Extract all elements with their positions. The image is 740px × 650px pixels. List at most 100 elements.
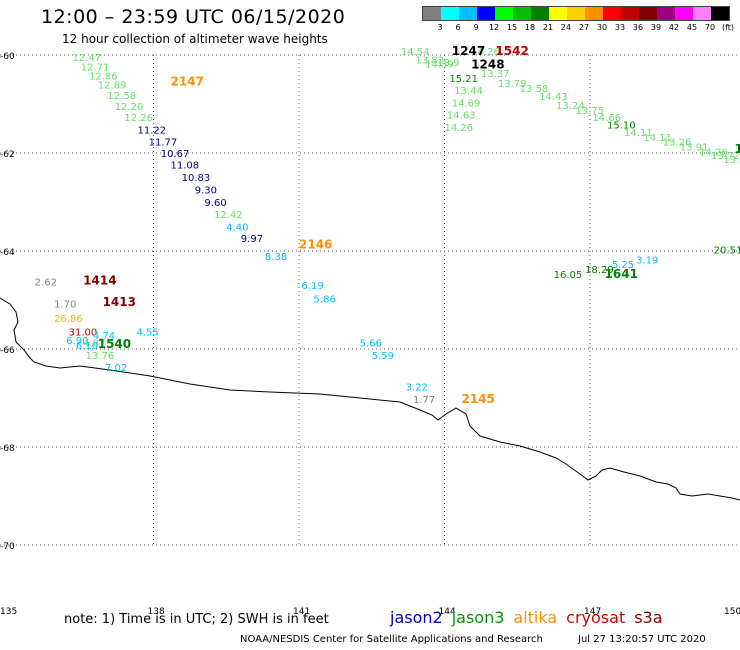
- pass-time-label: 12: [735, 142, 740, 156]
- wave-height-label: 14.26: [699, 147, 728, 158]
- legend-labels: 3 6 9 12 15 18 21 24 27 30 33 36 39 42 45 70 (ft): [422, 21, 734, 33]
- legend-swatch: [531, 7, 549, 20]
- legend-label: 9: [473, 23, 479, 32]
- units-note: note: 1) Time is in UTC; 2) SWH is in fe…: [64, 612, 329, 627]
- legend-label: 12: [488, 23, 500, 32]
- legend-swatch: [423, 7, 441, 20]
- wave-height-label: 5.86: [314, 294, 336, 305]
- pass-time-label: 2145: [461, 392, 494, 406]
- wave-height-label: 4.40: [226, 222, 248, 233]
- wave-height-label: 14.63: [447, 111, 476, 122]
- wave-height-label: 26.86: [54, 314, 83, 325]
- legend-color-bar: [422, 6, 730, 21]
- wave-height-label: 4.55: [137, 327, 159, 338]
- legend-swatch: [441, 7, 459, 20]
- wave-height-label: 11.77: [149, 138, 178, 149]
- wave-height-label: 14.26: [471, 47, 500, 58]
- mission-cryosat: cryosat: [566, 608, 626, 627]
- pass-time-label: 1540: [98, 337, 131, 351]
- wave-height-label: 9.60: [204, 198, 226, 209]
- wave-height-label: 14.39: [425, 59, 454, 70]
- legend-swatch: [621, 7, 639, 20]
- latitude-label: -64: [0, 248, 15, 258]
- wave-height-label: 31.00: [69, 327, 98, 338]
- latitude-label: -62: [0, 150, 15, 160]
- legend-swatch: [495, 7, 513, 20]
- wave-height-label: 14.66: [592, 113, 621, 124]
- credit-text: NOAA/NESDIS Center for Satellite Applica…: [240, 634, 543, 645]
- legend-swatch: [477, 7, 495, 20]
- page-subtitle: 12 hour collection of altimeter wave hei…: [62, 32, 328, 46]
- wave-height-label: 13.72: [711, 151, 740, 162]
- wave-height-label: 20.51: [714, 245, 740, 256]
- wave-height-label: 4.74: [93, 331, 115, 342]
- wave-height-label: 13.4: [723, 155, 740, 166]
- wave-height-label: 15.10: [607, 121, 636, 132]
- wave-height-label: 5.66: [360, 339, 382, 350]
- wave-height-label: 18.29: [585, 265, 614, 276]
- wave-height-label: 13.79: [498, 79, 527, 90]
- wave-height-label: 7.02: [105, 363, 127, 374]
- legend-label: (ft): [721, 23, 735, 32]
- wave-height-label: 14.43: [539, 92, 568, 103]
- legend-label: 30: [596, 23, 608, 32]
- wave-height-label: 14.54: [401, 47, 430, 58]
- legend-swatch: [657, 7, 675, 20]
- wave-height-label: 13.58: [520, 84, 549, 95]
- wave-height-label: 9.30: [195, 186, 217, 197]
- legend-label: 70: [704, 23, 716, 32]
- mission-s3a: s3a: [634, 608, 663, 627]
- legend-label: 36: [632, 23, 644, 32]
- legend-label: 33: [614, 23, 626, 32]
- wave-height-label: 12.86: [89, 72, 118, 83]
- legend-swatch: [459, 7, 477, 20]
- wave-height-label: 10.83: [182, 173, 211, 184]
- wave-height-color-legend: 3 6 9 12 15 18 21 24 27 30 33 36 39 42 45 70 (ft): [422, 6, 734, 33]
- wave-height-label: 11.08: [170, 161, 199, 172]
- wave-height-label: 14.69: [452, 98, 481, 109]
- wave-height-label: 1.77: [413, 395, 435, 406]
- longitude-label: 144: [439, 607, 456, 617]
- wave-height-label: 15.21: [449, 74, 478, 85]
- longitude-label: 147: [584, 607, 601, 617]
- mission-legend: jason2 jason3 altika cryosat s3a: [390, 608, 672, 627]
- wave-height-label: 12.71: [81, 63, 110, 74]
- longitude-label: 150: [724, 607, 740, 617]
- pass-time-label: 1247: [452, 44, 485, 58]
- legend-swatch: [513, 7, 531, 20]
- legend-label: 15: [506, 23, 518, 32]
- wave-height-label: 2.62: [35, 277, 57, 288]
- wave-height-label: 12.26: [124, 113, 153, 124]
- map-grid: [0, 54, 740, 546]
- wave-height-observations: 12.4712.7112.8612.8912.5812.2012.2611.22…: [35, 47, 740, 406]
- longitude-labels: 135 138 141 144 147 150: [0, 607, 740, 617]
- mission-altika: altika: [513, 608, 558, 627]
- wave-height-label: 1.70: [54, 299, 76, 310]
- legend-swatch: [549, 7, 567, 20]
- legend-label: 45: [686, 23, 698, 32]
- wave-height-label: 6.10: [76, 341, 98, 352]
- longitude-label: 141: [293, 607, 310, 617]
- pass-time-label: 1248: [471, 58, 504, 72]
- wave-height-label: 12.47: [73, 53, 102, 64]
- wave-height-label: 14.11: [643, 133, 672, 144]
- wave-height-label: 10.67: [161, 149, 190, 160]
- wave-height-label: 3.22: [406, 383, 428, 394]
- wave-height-label: 12.42: [214, 210, 243, 221]
- legend-swatch: [585, 7, 603, 20]
- wave-height-label: 6.90: [66, 336, 88, 347]
- legend-label: 24: [560, 23, 572, 32]
- generation-timestamp: Jul 27 13:20:57 UTC 2020: [578, 634, 706, 645]
- mission-jason2: jason2: [390, 608, 443, 627]
- wave-height-label: 12.89: [98, 80, 127, 91]
- mission-jason3: jason3: [451, 608, 505, 627]
- pass-time-label: 2147: [170, 74, 203, 88]
- wave-height-label: 13.26: [663, 138, 692, 149]
- page-title: 12:00 – 23:59 UTC 06/15/2020: [41, 6, 346, 28]
- longitude-label: 138: [148, 607, 165, 617]
- legend-label: 42: [668, 23, 680, 32]
- wave-height-label: 14.26: [445, 123, 474, 134]
- wave-height-label: 16.05: [554, 270, 583, 281]
- pass-time-label: 2146: [299, 238, 332, 252]
